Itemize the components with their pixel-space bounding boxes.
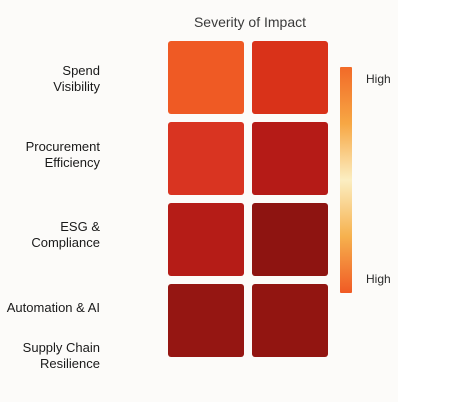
chart-title: Severity of Impact: [193, 14, 307, 30]
heatmap-cell-r3-c2: [252, 203, 328, 276]
row-label-esg-compliance: ESG & Compliance: [31, 219, 100, 250]
heatmap-cell-r4-c2: [252, 284, 328, 357]
heatmap-cell-r4-c1: [168, 284, 244, 357]
heatmap-cell-r3-c1: [168, 203, 244, 276]
heatmap-cell-r1-c1: [168, 41, 244, 114]
heatmap-cell-r2-c1: [168, 122, 244, 195]
heatmap-cell-r2-c2: [252, 122, 328, 195]
row-label-spend-visibility: Spend Visibility: [53, 63, 100, 94]
color-scale-bar: [340, 67, 352, 293]
row-label-procurement-efficiency: Procurement Efficiency: [25, 139, 100, 170]
legend-bottom-label: High: [366, 272, 391, 286]
legend-top-label: High: [366, 72, 391, 86]
row-label-supply-chain-resilience: Supply Chain Resilience: [22, 340, 100, 371]
heatmap-cell-r1-c2: [252, 41, 328, 114]
chart-panel: Severity of Impact Spend Visibility Proc…: [6, 14, 391, 371]
row-label-automation-ai: Automation & AI: [6, 300, 100, 315]
